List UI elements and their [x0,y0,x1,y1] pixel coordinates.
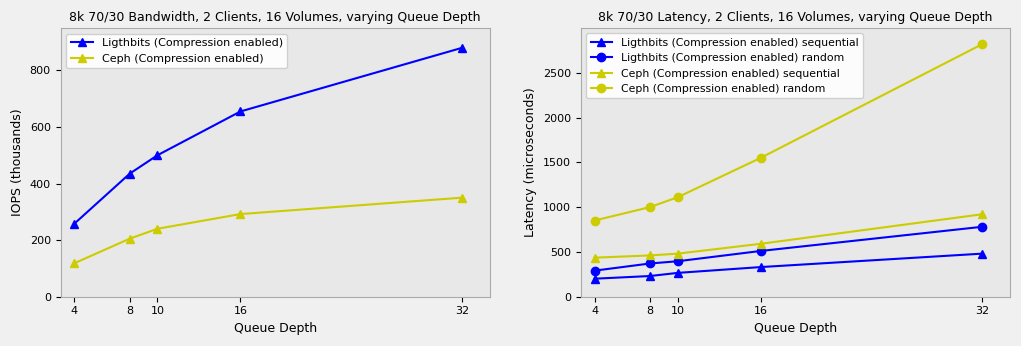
Ceph (Compression enabled) sequential [755,242,767,246]
Ligthbits (Compression enabled) sequential [976,252,988,256]
Legend: Ligthbits (Compression enabled), Ceph (Compression enabled): Ligthbits (Compression enabled), Ceph (C… [66,34,287,68]
Ceph (Compression enabled) random [672,195,684,199]
Ceph (Compression enabled) random [755,156,767,160]
Ceph (Compression enabled) [151,227,163,231]
Ligthbits (Compression enabled) [151,153,163,157]
Ceph (Compression enabled) [68,261,81,265]
X-axis label: Queue Depth: Queue Depth [234,322,317,335]
Y-axis label: IOPS (thousands): IOPS (thousands) [11,109,25,216]
X-axis label: Queue Depth: Queue Depth [753,322,837,335]
Ligthbits (Compression enabled) random [588,268,600,273]
Ligthbits (Compression enabled) random [644,262,657,266]
Ceph (Compression enabled) random [588,218,600,222]
Title: 8k 70/30 Latency, 2 Clients, 16 Volumes, varying Queue Depth: 8k 70/30 Latency, 2 Clients, 16 Volumes,… [598,11,992,24]
Ligthbits (Compression enabled) sequential [755,265,767,269]
Legend: Ligthbits (Compression enabled) sequential, Ligthbits (Compression enabled) rand: Ligthbits (Compression enabled) sequenti… [586,34,863,98]
Ceph (Compression enabled) random [976,42,988,46]
Ligthbits (Compression enabled) random [672,259,684,263]
Line: Ceph (Compression enabled): Ceph (Compression enabled) [70,193,467,267]
Ceph (Compression enabled) sequential [976,212,988,216]
Ligthbits (Compression enabled) [235,109,247,113]
Ceph (Compression enabled) random [644,205,657,209]
Ligthbits (Compression enabled) sequential [644,274,657,278]
Ligthbits (Compression enabled) sequential [672,271,684,275]
Line: Ligthbits (Compression enabled) random: Ligthbits (Compression enabled) random [590,222,986,275]
Ligthbits (Compression enabled) random [976,225,988,229]
Ligthbits (Compression enabled) sequential [588,277,600,281]
Line: Ligthbits (Compression enabled): Ligthbits (Compression enabled) [70,44,467,228]
Ceph (Compression enabled) [235,212,247,216]
Ligthbits (Compression enabled) random [755,249,767,253]
Ligthbits (Compression enabled) [455,46,468,50]
Line: Ceph (Compression enabled) sequential: Ceph (Compression enabled) sequential [590,210,986,262]
Ceph (Compression enabled) [455,195,468,200]
Ceph (Compression enabled) sequential [588,256,600,260]
Line: Ceph (Compression enabled) random: Ceph (Compression enabled) random [590,40,986,225]
Title: 8k 70/30 Bandwidth, 2 Clients, 16 Volumes, varying Queue Depth: 8k 70/30 Bandwidth, 2 Clients, 16 Volume… [69,11,481,24]
Ceph (Compression enabled) sequential [672,252,684,256]
Ceph (Compression enabled) sequential [644,253,657,257]
Ceph (Compression enabled) [124,237,136,241]
Line: Ligthbits (Compression enabled) sequential: Ligthbits (Compression enabled) sequenti… [590,249,986,283]
Ligthbits (Compression enabled) [68,221,81,226]
Ligthbits (Compression enabled) [124,172,136,176]
Y-axis label: Latency (microseconds): Latency (microseconds) [525,88,537,237]
